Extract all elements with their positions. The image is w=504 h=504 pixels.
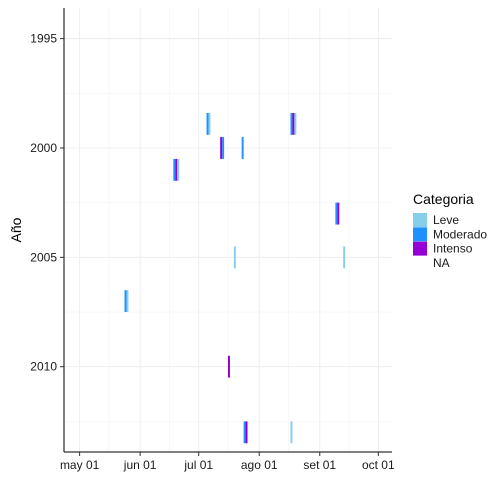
bar-segment (222, 137, 225, 159)
legend-key (413, 213, 427, 227)
x-tick-label: oct 01 (362, 458, 395, 472)
x-tick-label: may 01 (60, 458, 100, 472)
legend-key (413, 241, 427, 256)
x-tick-label: ago 01 (241, 458, 278, 472)
bar-segment (124, 290, 127, 313)
bar-segment (208, 112, 211, 135)
bar-segment (294, 112, 297, 135)
y-tick-label: 1995 (30, 32, 57, 46)
x-tick-label: set 01 (303, 458, 336, 472)
legend-title: Categoria (413, 191, 474, 207)
bar-segment (206, 112, 209, 135)
event-bars (124, 112, 346, 444)
y-axis-title: Año (8, 217, 24, 242)
bar-segment (228, 355, 230, 378)
legend-label: Leve (433, 213, 459, 227)
x-tick-label: jun 01 (123, 458, 157, 472)
legend-label: Intenso (433, 242, 473, 256)
y-tick-label: 2010 (30, 360, 57, 374)
bar-segment (177, 158, 180, 181)
bar-segment (241, 137, 244, 159)
bar-segment (173, 158, 176, 181)
legend-label: Moderado (433, 227, 487, 241)
bar-segment (233, 246, 236, 269)
y-axis-ticks: 1995 2000 2005 2010 (30, 32, 64, 374)
bar-segment (343, 246, 346, 269)
bar-segment (243, 421, 246, 444)
y-tick-label: 2000 (30, 141, 57, 155)
bar-segment (290, 421, 293, 444)
legend-key (413, 227, 427, 242)
axes (63, 8, 392, 453)
legend-label: NA (433, 256, 450, 270)
bar-segment (245, 421, 248, 444)
x-axis-ticks: may 01 jun 01 jul 01 ago 01 set 01 oct 01 (60, 452, 395, 472)
grid (64, 8, 392, 452)
bar-segment (290, 112, 293, 135)
bar-segment (220, 137, 223, 159)
bar-segment (175, 158, 178, 181)
x-tick-label: jul 01 (183, 458, 213, 472)
bar-segment (337, 202, 340, 225)
bar-segment (335, 202, 338, 225)
y-tick-label: 2005 (30, 250, 57, 264)
bar-segment (292, 112, 295, 135)
bar-segment (126, 290, 129, 313)
